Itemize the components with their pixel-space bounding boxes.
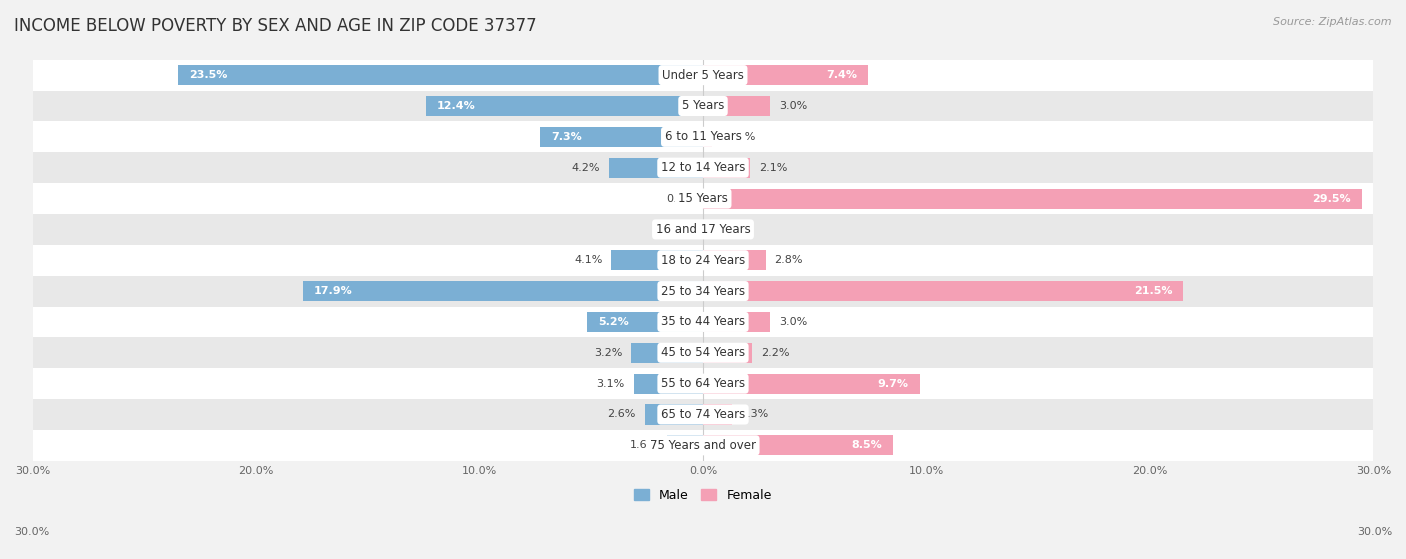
Text: 1.6%: 1.6% bbox=[630, 440, 658, 451]
Text: 0.0%: 0.0% bbox=[711, 224, 740, 234]
Bar bbox=[612, 250, 703, 270]
Bar bbox=[703, 127, 711, 147]
Text: 75 Years and over: 75 Years and over bbox=[650, 439, 756, 452]
Bar bbox=[703, 405, 733, 424]
Text: 2.6%: 2.6% bbox=[607, 410, 636, 419]
Bar bbox=[32, 306, 1374, 338]
Text: 0.0%: 0.0% bbox=[666, 193, 695, 203]
Bar bbox=[703, 281, 1184, 301]
Text: 2.2%: 2.2% bbox=[761, 348, 790, 358]
Text: 16 and 17 Years: 16 and 17 Years bbox=[655, 223, 751, 236]
Text: 12.4%: 12.4% bbox=[437, 101, 475, 111]
Bar bbox=[32, 338, 1374, 368]
Text: 1.3%: 1.3% bbox=[741, 410, 769, 419]
Bar bbox=[32, 245, 1374, 276]
Bar bbox=[32, 399, 1374, 430]
Text: 35 to 44 Years: 35 to 44 Years bbox=[661, 315, 745, 329]
Bar bbox=[703, 312, 770, 332]
Bar bbox=[32, 183, 1374, 214]
Text: 5.2%: 5.2% bbox=[598, 317, 628, 327]
Text: 17.9%: 17.9% bbox=[314, 286, 353, 296]
Bar bbox=[32, 121, 1374, 152]
Text: 3.0%: 3.0% bbox=[779, 317, 807, 327]
Text: 3.1%: 3.1% bbox=[596, 378, 624, 389]
Text: 30.0%: 30.0% bbox=[1357, 527, 1392, 537]
Text: 6 to 11 Years: 6 to 11 Years bbox=[665, 130, 741, 143]
Bar bbox=[703, 435, 893, 456]
Bar bbox=[703, 65, 869, 85]
Text: 21.5%: 21.5% bbox=[1133, 286, 1173, 296]
Text: 23.5%: 23.5% bbox=[188, 70, 228, 80]
Text: 0.39%: 0.39% bbox=[721, 132, 756, 142]
Text: 7.3%: 7.3% bbox=[551, 132, 582, 142]
Bar bbox=[668, 435, 703, 456]
Text: 15 Years: 15 Years bbox=[678, 192, 728, 205]
Bar bbox=[703, 188, 1362, 209]
Bar bbox=[32, 214, 1374, 245]
Text: 29.5%: 29.5% bbox=[1312, 193, 1351, 203]
Text: 18 to 24 Years: 18 to 24 Years bbox=[661, 254, 745, 267]
Bar bbox=[703, 96, 770, 116]
Bar bbox=[586, 312, 703, 332]
Text: 8.5%: 8.5% bbox=[851, 440, 882, 451]
Bar bbox=[703, 373, 920, 394]
Text: 65 to 74 Years: 65 to 74 Years bbox=[661, 408, 745, 421]
Bar bbox=[32, 152, 1374, 183]
Text: 30.0%: 30.0% bbox=[14, 527, 49, 537]
Legend: Male, Female: Male, Female bbox=[630, 484, 776, 506]
Text: 55 to 64 Years: 55 to 64 Years bbox=[661, 377, 745, 390]
Bar bbox=[32, 430, 1374, 461]
Text: 3.2%: 3.2% bbox=[595, 348, 623, 358]
Bar bbox=[540, 127, 703, 147]
Bar bbox=[631, 343, 703, 363]
Bar bbox=[32, 368, 1374, 399]
Bar bbox=[703, 158, 749, 178]
Bar bbox=[426, 96, 703, 116]
Bar bbox=[32, 60, 1374, 91]
Text: 12 to 14 Years: 12 to 14 Years bbox=[661, 161, 745, 174]
Text: 5 Years: 5 Years bbox=[682, 100, 724, 112]
Text: 2.8%: 2.8% bbox=[775, 255, 803, 265]
Bar bbox=[703, 343, 752, 363]
Text: 25 to 34 Years: 25 to 34 Years bbox=[661, 285, 745, 297]
Bar bbox=[703, 250, 766, 270]
Text: 4.1%: 4.1% bbox=[574, 255, 602, 265]
Text: 45 to 54 Years: 45 to 54 Years bbox=[661, 346, 745, 359]
Text: 7.4%: 7.4% bbox=[827, 70, 858, 80]
Bar bbox=[304, 281, 703, 301]
Text: Under 5 Years: Under 5 Years bbox=[662, 69, 744, 82]
Bar bbox=[609, 158, 703, 178]
Text: 0.0%: 0.0% bbox=[666, 224, 695, 234]
Text: Source: ZipAtlas.com: Source: ZipAtlas.com bbox=[1274, 17, 1392, 27]
Text: 9.7%: 9.7% bbox=[877, 378, 908, 389]
Text: 4.2%: 4.2% bbox=[572, 163, 600, 173]
Text: 3.0%: 3.0% bbox=[779, 101, 807, 111]
Text: 2.1%: 2.1% bbox=[759, 163, 787, 173]
Text: INCOME BELOW POVERTY BY SEX AND AGE IN ZIP CODE 37377: INCOME BELOW POVERTY BY SEX AND AGE IN Z… bbox=[14, 17, 537, 35]
Bar bbox=[645, 405, 703, 424]
Bar bbox=[634, 373, 703, 394]
Bar bbox=[32, 276, 1374, 306]
Bar bbox=[32, 91, 1374, 121]
Bar bbox=[179, 65, 703, 85]
